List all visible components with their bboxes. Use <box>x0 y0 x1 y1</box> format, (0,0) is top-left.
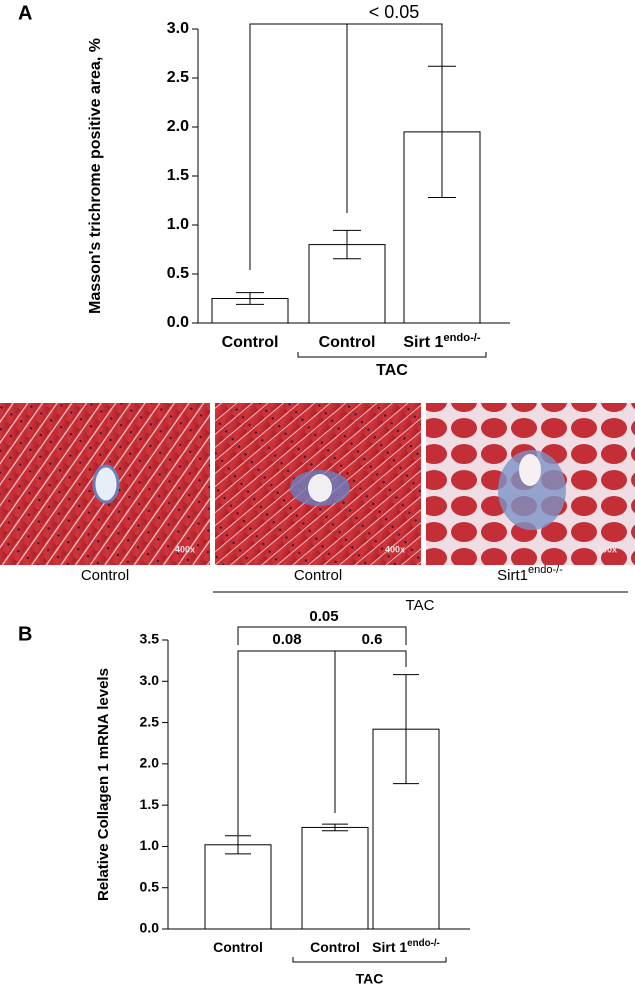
micrographs <box>0 403 635 593</box>
group-bracket <box>297 352 487 358</box>
vessel <box>519 454 541 486</box>
caption: Sirt1 <box>497 567 528 584</box>
error-bar <box>393 674 419 785</box>
error-bar <box>236 292 264 305</box>
category: Control <box>310 939 360 955</box>
superscript: endo-/- <box>528 564 563 576</box>
group-label: TAC <box>356 971 384 987</box>
vessel <box>92 464 120 504</box>
group-bracket <box>292 957 447 963</box>
category: Sirt 1 <box>372 939 407 955</box>
x-tick-label: Control <box>222 334 279 351</box>
category: Control <box>222 334 279 351</box>
y-tick-label: 0.5 <box>167 265 189 282</box>
group-label: TAC <box>406 597 435 614</box>
superscript: endo-/- <box>407 938 440 949</box>
y-tick-label: 2.5 <box>167 69 189 86</box>
annotation: 0.05 <box>309 608 338 625</box>
y-tick-label: 2.5 <box>140 713 160 729</box>
caption: Control <box>294 567 342 584</box>
y-tick-label: 0.0 <box>167 314 189 331</box>
panel-label: B <box>18 623 32 645</box>
significance-bracket <box>249 23 443 270</box>
micrograph-caption: Control <box>294 567 342 584</box>
annotation: 0.08 <box>272 631 301 648</box>
y-tick-label: 3.5 <box>140 631 160 647</box>
vessel <box>308 474 332 502</box>
micrograph-caption: Sirt1endo-/- <box>497 564 563 584</box>
y-tick-label: 1.5 <box>140 796 160 812</box>
bar <box>204 844 272 930</box>
category: Sirt 1 <box>403 334 443 351</box>
micrograph-caption: Control <box>81 567 129 584</box>
y-tick-label: 1.0 <box>167 216 189 233</box>
error-bar <box>225 835 251 855</box>
y-tick-label: 0.5 <box>140 878 160 894</box>
error-bar <box>322 823 348 832</box>
x-tick-label: Control <box>319 334 376 351</box>
significance-bracket <box>334 650 407 813</box>
y-tick-label: 3.0 <box>140 672 160 688</box>
error-bar <box>428 65 456 199</box>
y-tick-label: 0.0 <box>140 920 160 936</box>
y-axis-label: Masson's trichrome positive area, % <box>87 38 104 314</box>
significance-bracket <box>237 650 336 835</box>
category: Control <box>319 334 376 351</box>
group-label: TAC <box>376 362 408 379</box>
y-tick-label: 1.0 <box>140 837 160 853</box>
x-tick-label: Sirt 1endo-/- <box>372 938 440 955</box>
x-tick-label: Sirt 1endo-/- <box>403 332 481 351</box>
annotation: 0.6 <box>362 631 383 648</box>
y-axis-label: Relative Collagen 1 mRNA levels <box>95 668 112 901</box>
category: Control <box>213 939 263 955</box>
y-tick-label: 2.0 <box>167 118 189 135</box>
x-tick-label: Control <box>213 939 263 955</box>
significance-bracket <box>237 626 407 645</box>
y-tick-label: 1.5 <box>167 167 189 184</box>
x-tick-label: Control <box>310 939 360 955</box>
magnification: 400x <box>175 544 195 554</box>
annotation: < 0.05 <box>369 2 420 22</box>
y-tick-label: 3.0 <box>167 20 189 37</box>
bar <box>301 826 369 930</box>
caption: Control <box>81 567 129 584</box>
y-tick-label: 2.0 <box>140 755 160 771</box>
magnification: 400x <box>597 544 617 554</box>
superscript: endo-/- <box>443 332 481 344</box>
fibrosis <box>498 450 566 530</box>
magnification: 400x <box>385 544 405 554</box>
error-bar <box>333 229 361 260</box>
panel-label: A <box>18 2 32 24</box>
